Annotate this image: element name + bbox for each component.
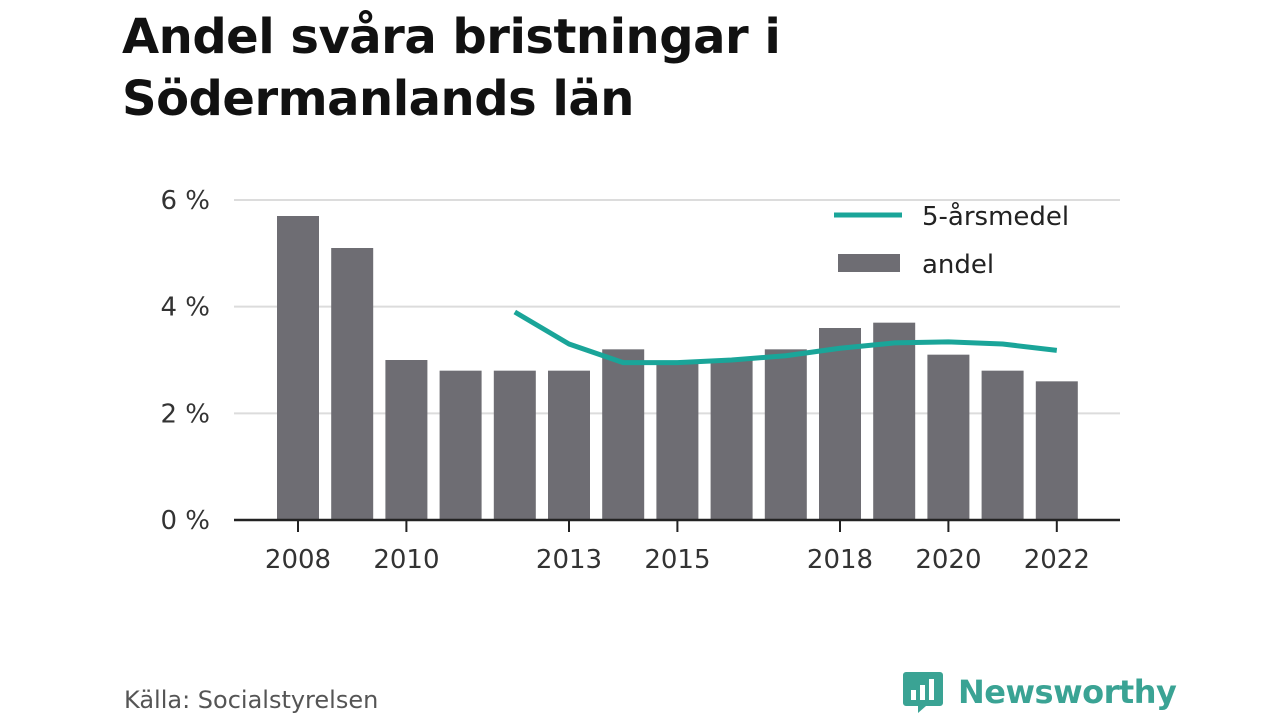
newsworthy-logo-icon	[903, 672, 943, 713]
legend-label-andel: andel	[922, 250, 994, 280]
bar	[331, 248, 374, 520]
bar	[277, 216, 319, 520]
x-tick-label: 2018	[807, 545, 873, 575]
bar	[981, 370, 1024, 520]
x-tick-label: 2010	[373, 545, 439, 575]
bars	[277, 216, 1078, 520]
legend-swatch-andel	[838, 254, 900, 272]
bar	[1035, 381, 1078, 520]
x-tick-label: 2022	[1024, 545, 1090, 575]
x-tick-label: 2013	[536, 545, 602, 575]
bar	[764, 349, 807, 520]
y-tick-label: 0 %	[160, 506, 210, 536]
x-tick-label: 2020	[915, 545, 981, 575]
bar	[819, 328, 861, 520]
x-tick-label: 2015	[644, 545, 710, 575]
line-series	[513, 309, 1058, 366]
legend: 5-årsmedel andel	[834, 201, 1069, 280]
bar	[656, 362, 699, 520]
line-5-year-average	[513, 309, 1058, 366]
brand-logo: Newsworthy	[902, 670, 1177, 714]
y-tick-label: 2 %	[160, 399, 210, 429]
bar	[873, 322, 916, 520]
y-tick-label: 6 %	[160, 186, 210, 216]
y-tick-label: 4 %	[160, 293, 210, 323]
axes: 0 % 2 % 4 % 6 % 2008 2010 2013 2015 2018 2020 2022	[160, 186, 1120, 575]
bar	[385, 360, 428, 520]
x-tick-label: 2008	[265, 545, 331, 575]
bar	[710, 360, 753, 520]
bar	[439, 370, 482, 520]
bar	[548, 370, 590, 520]
brand-name: Newsworthy	[958, 673, 1177, 711]
legend-label-5-year-average: 5-årsmedel	[922, 201, 1069, 232]
bar	[602, 349, 645, 520]
source-note: Källa: Socialstyrelsen	[124, 686, 379, 714]
bar	[927, 354, 970, 520]
bar	[493, 370, 536, 520]
chart-title: Andel svåra bristningar i Södermanlands …	[122, 9, 781, 127]
